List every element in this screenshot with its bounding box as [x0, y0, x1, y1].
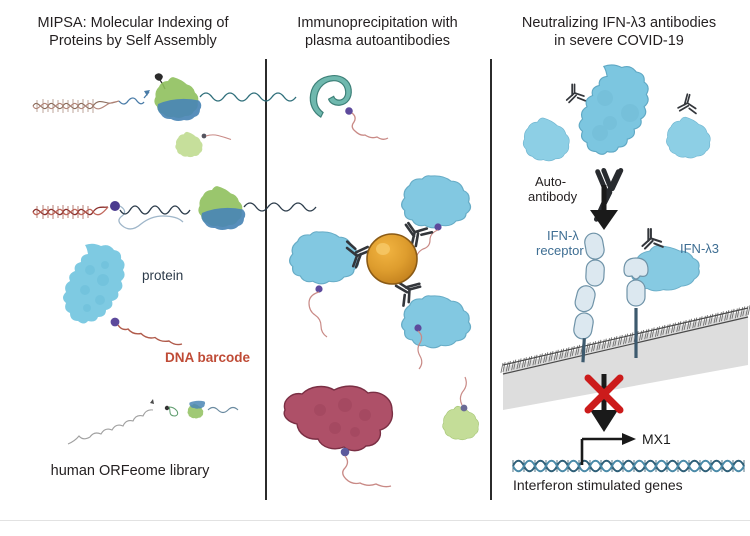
svg-text:human ORFeome library: human ORFeome library	[51, 463, 210, 479]
svg-text:protein: protein	[142, 268, 183, 283]
svg-text:antibody: antibody	[528, 189, 578, 204]
svg-text:MX1: MX1	[642, 431, 671, 447]
svg-text:Auto-: Auto-	[535, 174, 566, 189]
svg-text:receptor: receptor	[536, 243, 584, 258]
svg-text:IFN-λ3: IFN-λ3	[680, 241, 719, 256]
svg-text:IFN-λ: IFN-λ	[547, 228, 579, 243]
svg-text:Interferon stimulated genes: Interferon stimulated genes	[513, 477, 683, 493]
svg-text:DNA barcode: DNA barcode	[165, 350, 251, 365]
